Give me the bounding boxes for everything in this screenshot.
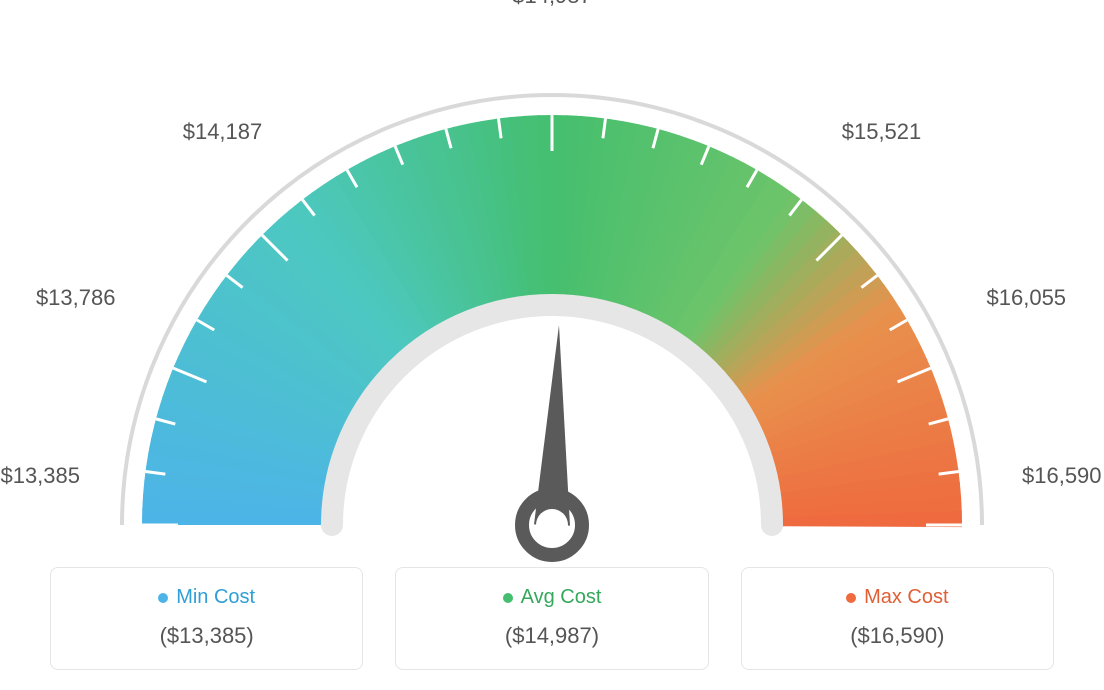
gauge-container: $13,385 $13,786 $14,187 $14,987 $15,521 $16,0… [0, 0, 1104, 560]
legend-value-max: ($16,590) [754, 623, 1041, 649]
dot-icon [846, 593, 856, 603]
legend-value-min: ($13,385) [63, 623, 350, 649]
legend-card-avg: Avg Cost ($14,987) [395, 567, 708, 670]
legend-label: Max Cost [864, 586, 948, 609]
legend-title-avg: Avg Cost [503, 586, 602, 609]
legend-row: Min Cost ($13,385) Avg Cost ($14,987) Ma… [50, 567, 1054, 670]
dot-icon [158, 593, 168, 603]
legend-label: Min Cost [176, 586, 255, 609]
gauge-needle [522, 325, 582, 555]
legend-card-max: Max Cost ($16,590) [741, 567, 1054, 670]
gauge-tick-label: $13,385 [0, 463, 80, 489]
gauge-tick-label: $13,786 [31, 285, 115, 311]
gauge-tick-label: $14,187 [177, 119, 267, 145]
gauge-tick-label: $14,987 [507, 0, 597, 9]
legend-title-min: Min Cost [158, 586, 255, 609]
legend-title-max: Max Cost [846, 586, 948, 609]
gauge-tick-label: $16,055 [987, 285, 1067, 311]
legend-value-avg: ($14,987) [408, 623, 695, 649]
gauge-tick-label: $15,521 [837, 119, 927, 145]
legend-label: Avg Cost [521, 586, 602, 609]
gauge-svg [0, 50, 1104, 610]
gauge-tick-label: $16,590 [1022, 463, 1102, 489]
dot-icon [503, 593, 513, 603]
legend-card-min: Min Cost ($13,385) [50, 567, 363, 670]
